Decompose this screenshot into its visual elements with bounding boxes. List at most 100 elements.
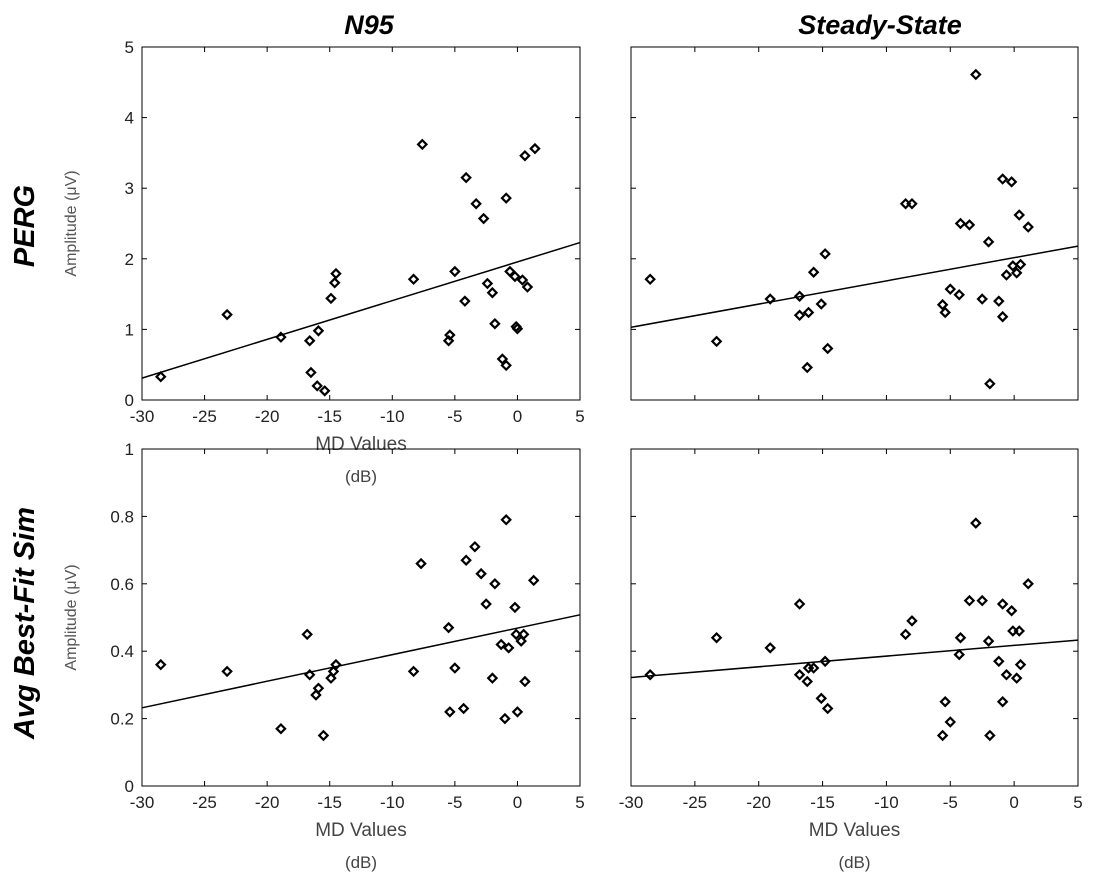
data-point <box>1022 578 1034 590</box>
data-point <box>996 310 1009 323</box>
data-point <box>481 277 494 290</box>
data-point <box>802 306 815 319</box>
data-point <box>821 702 834 715</box>
x-tick-label: 0 <box>513 407 522 426</box>
plot-frame <box>141 448 581 787</box>
data-point <box>511 322 524 335</box>
x-tick-label: 0 <box>513 793 522 812</box>
regression-line <box>141 241 581 379</box>
data-point <box>510 628 522 641</box>
data-point <box>529 142 541 155</box>
data-point <box>899 628 912 641</box>
data-point <box>936 298 949 311</box>
data-point <box>821 342 834 355</box>
data-point <box>449 265 461 278</box>
data-point <box>815 298 828 310</box>
data-point <box>1010 267 1023 279</box>
x-tick-label: -15 <box>317 407 342 426</box>
y-tick-label: 2 <box>125 250 134 269</box>
data-point <box>519 675 531 688</box>
data-point <box>1022 221 1034 233</box>
x-tick-label: 5 <box>575 793 584 812</box>
plot-frame <box>630 448 1079 787</box>
data-point <box>495 638 507 651</box>
data-point <box>460 554 472 566</box>
data-point <box>155 658 167 671</box>
data-point <box>460 171 472 184</box>
data-point <box>275 331 287 343</box>
data-point <box>517 628 530 641</box>
x-tick-label: -20 <box>255 407 280 426</box>
y-tick-label: 0.6 <box>110 575 134 594</box>
data-point <box>486 672 499 684</box>
x-axis-unit: (dB) <box>838 853 870 872</box>
data-point <box>1013 209 1026 221</box>
x-tick-label: 5 <box>575 407 584 426</box>
data-point <box>764 293 776 305</box>
data-point <box>444 706 456 718</box>
data-point <box>511 706 524 718</box>
data-point <box>815 692 828 705</box>
panel-perg-n95: 0 1 2 3 4 5 -30 -25 -20 -15 -10 -5 0 5 Amplitude (μV) M… <box>63 38 585 486</box>
data-point <box>415 557 427 570</box>
data-point <box>819 655 831 668</box>
data-point <box>984 378 996 390</box>
panel-sim-steady-state: -30 -25 -20 -15 -10 -5 0 5 MD Values (dB) <box>619 448 1083 872</box>
x-tick-label: -5 <box>447 407 462 426</box>
data-point <box>480 598 492 610</box>
x-tick-label: -10 <box>380 407 405 426</box>
data-point <box>444 329 456 341</box>
regression-line <box>141 614 581 709</box>
data-point <box>1010 672 1023 684</box>
data-point <box>764 642 776 654</box>
data-point <box>906 615 918 627</box>
data-point <box>793 669 806 681</box>
x-axis-unit: (dB) <box>345 467 377 486</box>
data-point <box>953 289 965 301</box>
data-point <box>944 283 957 295</box>
y-tick-label: 0.8 <box>110 507 134 526</box>
data-point <box>993 655 1005 668</box>
data-point <box>328 277 341 289</box>
data-point <box>449 662 461 674</box>
data-point <box>470 197 482 210</box>
data-point <box>936 729 949 742</box>
data-point <box>982 635 995 647</box>
data-point <box>325 292 337 305</box>
data-point <box>1005 605 1018 617</box>
data-point <box>516 274 529 286</box>
data-point <box>500 359 512 372</box>
x-tick-label: -10 <box>380 793 405 812</box>
data-point <box>1000 669 1013 681</box>
data-point <box>500 192 512 204</box>
data-point <box>442 334 455 347</box>
data-point <box>793 290 806 302</box>
data-point <box>996 598 1009 610</box>
data-point <box>976 293 988 305</box>
x-tick-label: -5 <box>943 793 958 812</box>
data-point <box>509 601 521 614</box>
data-point <box>1000 269 1013 281</box>
x-axis-label: MD Values <box>315 434 407 455</box>
y-axis-label: Amplitude (μV) <box>63 564 80 670</box>
data-point <box>710 335 723 348</box>
panel-perg-steady-state <box>630 46 1079 401</box>
data-point <box>311 380 323 392</box>
data-point <box>318 385 331 397</box>
row-title-perg: PERG <box>9 185 41 267</box>
data-point <box>275 722 287 735</box>
data-point <box>303 334 316 347</box>
data-point <box>477 212 490 225</box>
regression-line <box>630 639 1079 679</box>
data-point <box>996 695 1009 708</box>
x-tick-label: -20 <box>746 793 771 812</box>
data-point <box>963 594 976 607</box>
data-point <box>527 574 540 587</box>
data-point <box>486 286 499 299</box>
plot-frame <box>630 46 1079 401</box>
x-tick-label: -25 <box>192 793 217 812</box>
y-tick-label: 5 <box>125 38 134 57</box>
data-point <box>330 267 342 280</box>
data-point <box>305 366 317 379</box>
data-point <box>970 68 982 81</box>
